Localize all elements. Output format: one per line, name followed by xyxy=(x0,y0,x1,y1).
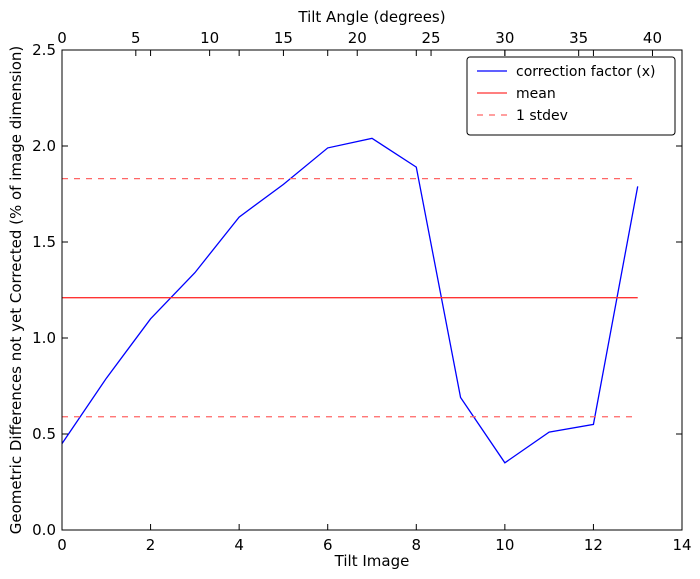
top-axis-title: Tilt Angle (degrees) xyxy=(297,8,445,26)
top-tick-label-2: 10 xyxy=(200,29,219,47)
top-tick-label-7: 35 xyxy=(569,29,588,47)
x-tick-label-3: 6 xyxy=(323,536,333,554)
x-axis-title: Tilt Image xyxy=(334,552,410,570)
x-tick-label-5: 10 xyxy=(495,536,514,554)
top-tick-label-1: 5 xyxy=(131,29,141,47)
legend-label-2: 1 stdev xyxy=(516,108,568,124)
y-tick-label-0: 0.0 xyxy=(32,521,56,539)
x-tick-label-2: 4 xyxy=(234,536,244,554)
y-tick-label-3: 1.5 xyxy=(32,233,56,251)
x-tick-label-7: 14 xyxy=(672,536,691,554)
y-tick-label-1: 0.5 xyxy=(32,425,56,443)
plot-frame xyxy=(61,49,683,531)
legend: correction factor (x) mean 1 stdev xyxy=(466,56,676,136)
x-tick-label-4: 8 xyxy=(412,536,422,554)
y-axis-title: Geometric Differences not yet Corrected … xyxy=(7,46,25,535)
legend-frame xyxy=(466,56,676,136)
legend-label-1: mean xyxy=(516,86,556,102)
top-tick-label-4: 20 xyxy=(348,29,367,47)
y-tick-label-2: 1.0 xyxy=(32,329,56,347)
top-tick-label-3: 15 xyxy=(274,29,293,47)
x-tick-label-6: 12 xyxy=(584,536,603,554)
series-line-0 xyxy=(61,137,639,464)
y-tick-label-5: 2.5 xyxy=(32,41,56,59)
series-layer xyxy=(61,137,639,464)
ticks-layer: 0 2 4 6 8 10 12 14 0 5 10 15 20 25 30 35 40 0.0 0.5 1.0 1.5 2… xyxy=(32,29,691,554)
top-tick-label-5: 25 xyxy=(422,29,441,47)
x-tick-label-1: 2 xyxy=(146,536,156,554)
y-tick-label-4: 2.0 xyxy=(32,137,56,155)
top-tick-label-6: 30 xyxy=(495,29,514,47)
legend-label-0: correction factor (x) xyxy=(516,64,655,80)
x-tick-label-0: 0 xyxy=(57,536,67,554)
top-tick-label-8: 40 xyxy=(643,29,662,47)
top-tick-label-0: 0 xyxy=(57,29,67,47)
